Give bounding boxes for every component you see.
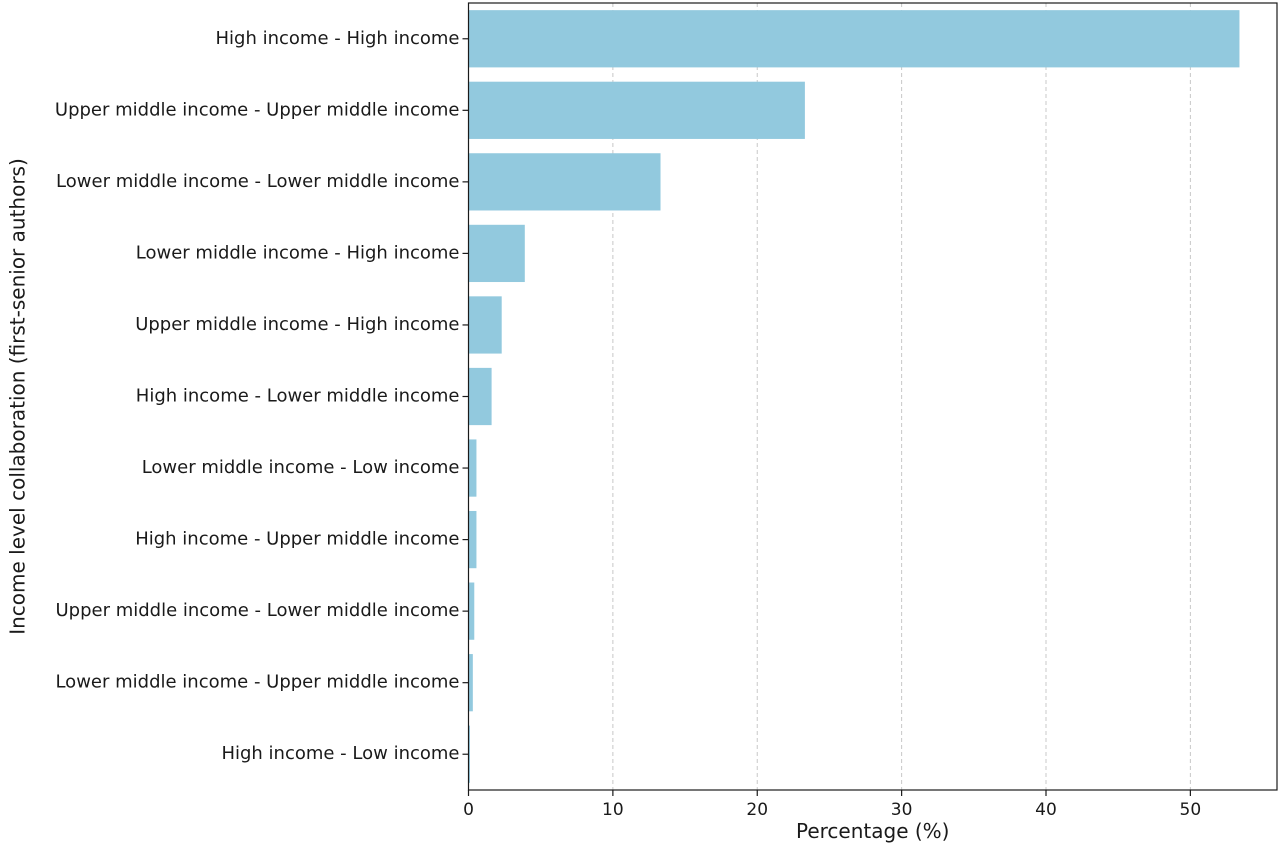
x-tick-label: 30 [891,800,913,820]
bar [468,153,661,211]
category-label: Lower middle income - High income [136,242,460,263]
x-tick-label: 50 [1180,800,1202,820]
bar [468,725,470,783]
bar [468,510,477,569]
x-tick-label: 20 [746,800,768,820]
category-label: Upper middle income - Upper middle incom… [55,99,460,120]
category-label: High income - High income [216,28,460,49]
category-label: High income - Low income [221,743,459,764]
x-tick-label: 10 [602,800,624,820]
category-label: Lower middle income - Low income [142,457,460,478]
category-label: Lower middle income - Lower middle incom… [56,171,459,192]
bar [468,10,1240,68]
category-label: Upper middle income - High income [135,314,459,335]
category-label: Lower middle income - Upper middle incom… [55,672,459,693]
bar [468,367,492,426]
x-axis-label: Percentage (%) [796,819,949,843]
bar [468,81,805,139]
category-label: High income - Upper middle income [135,529,459,550]
x-ticks: 0 10 20 30 40 50 [462,38,1202,820]
bar [468,582,475,640]
category-label: Upper middle income - Lower middle incom… [55,600,459,621]
category-labels: High income - High income Upper middle in… [55,28,460,764]
bars [468,10,1240,783]
bar [468,654,473,712]
x-tick-label: 0 [463,800,474,820]
x-tick-label: 40 [1035,800,1057,820]
bar [468,439,477,497]
grid-layer [612,3,1191,790]
bar [468,224,525,283]
category-label: High income - Lower middle income [136,386,460,407]
y-axis-label: Income level collaboration (first-senior… [6,158,30,635]
bar [468,296,502,354]
